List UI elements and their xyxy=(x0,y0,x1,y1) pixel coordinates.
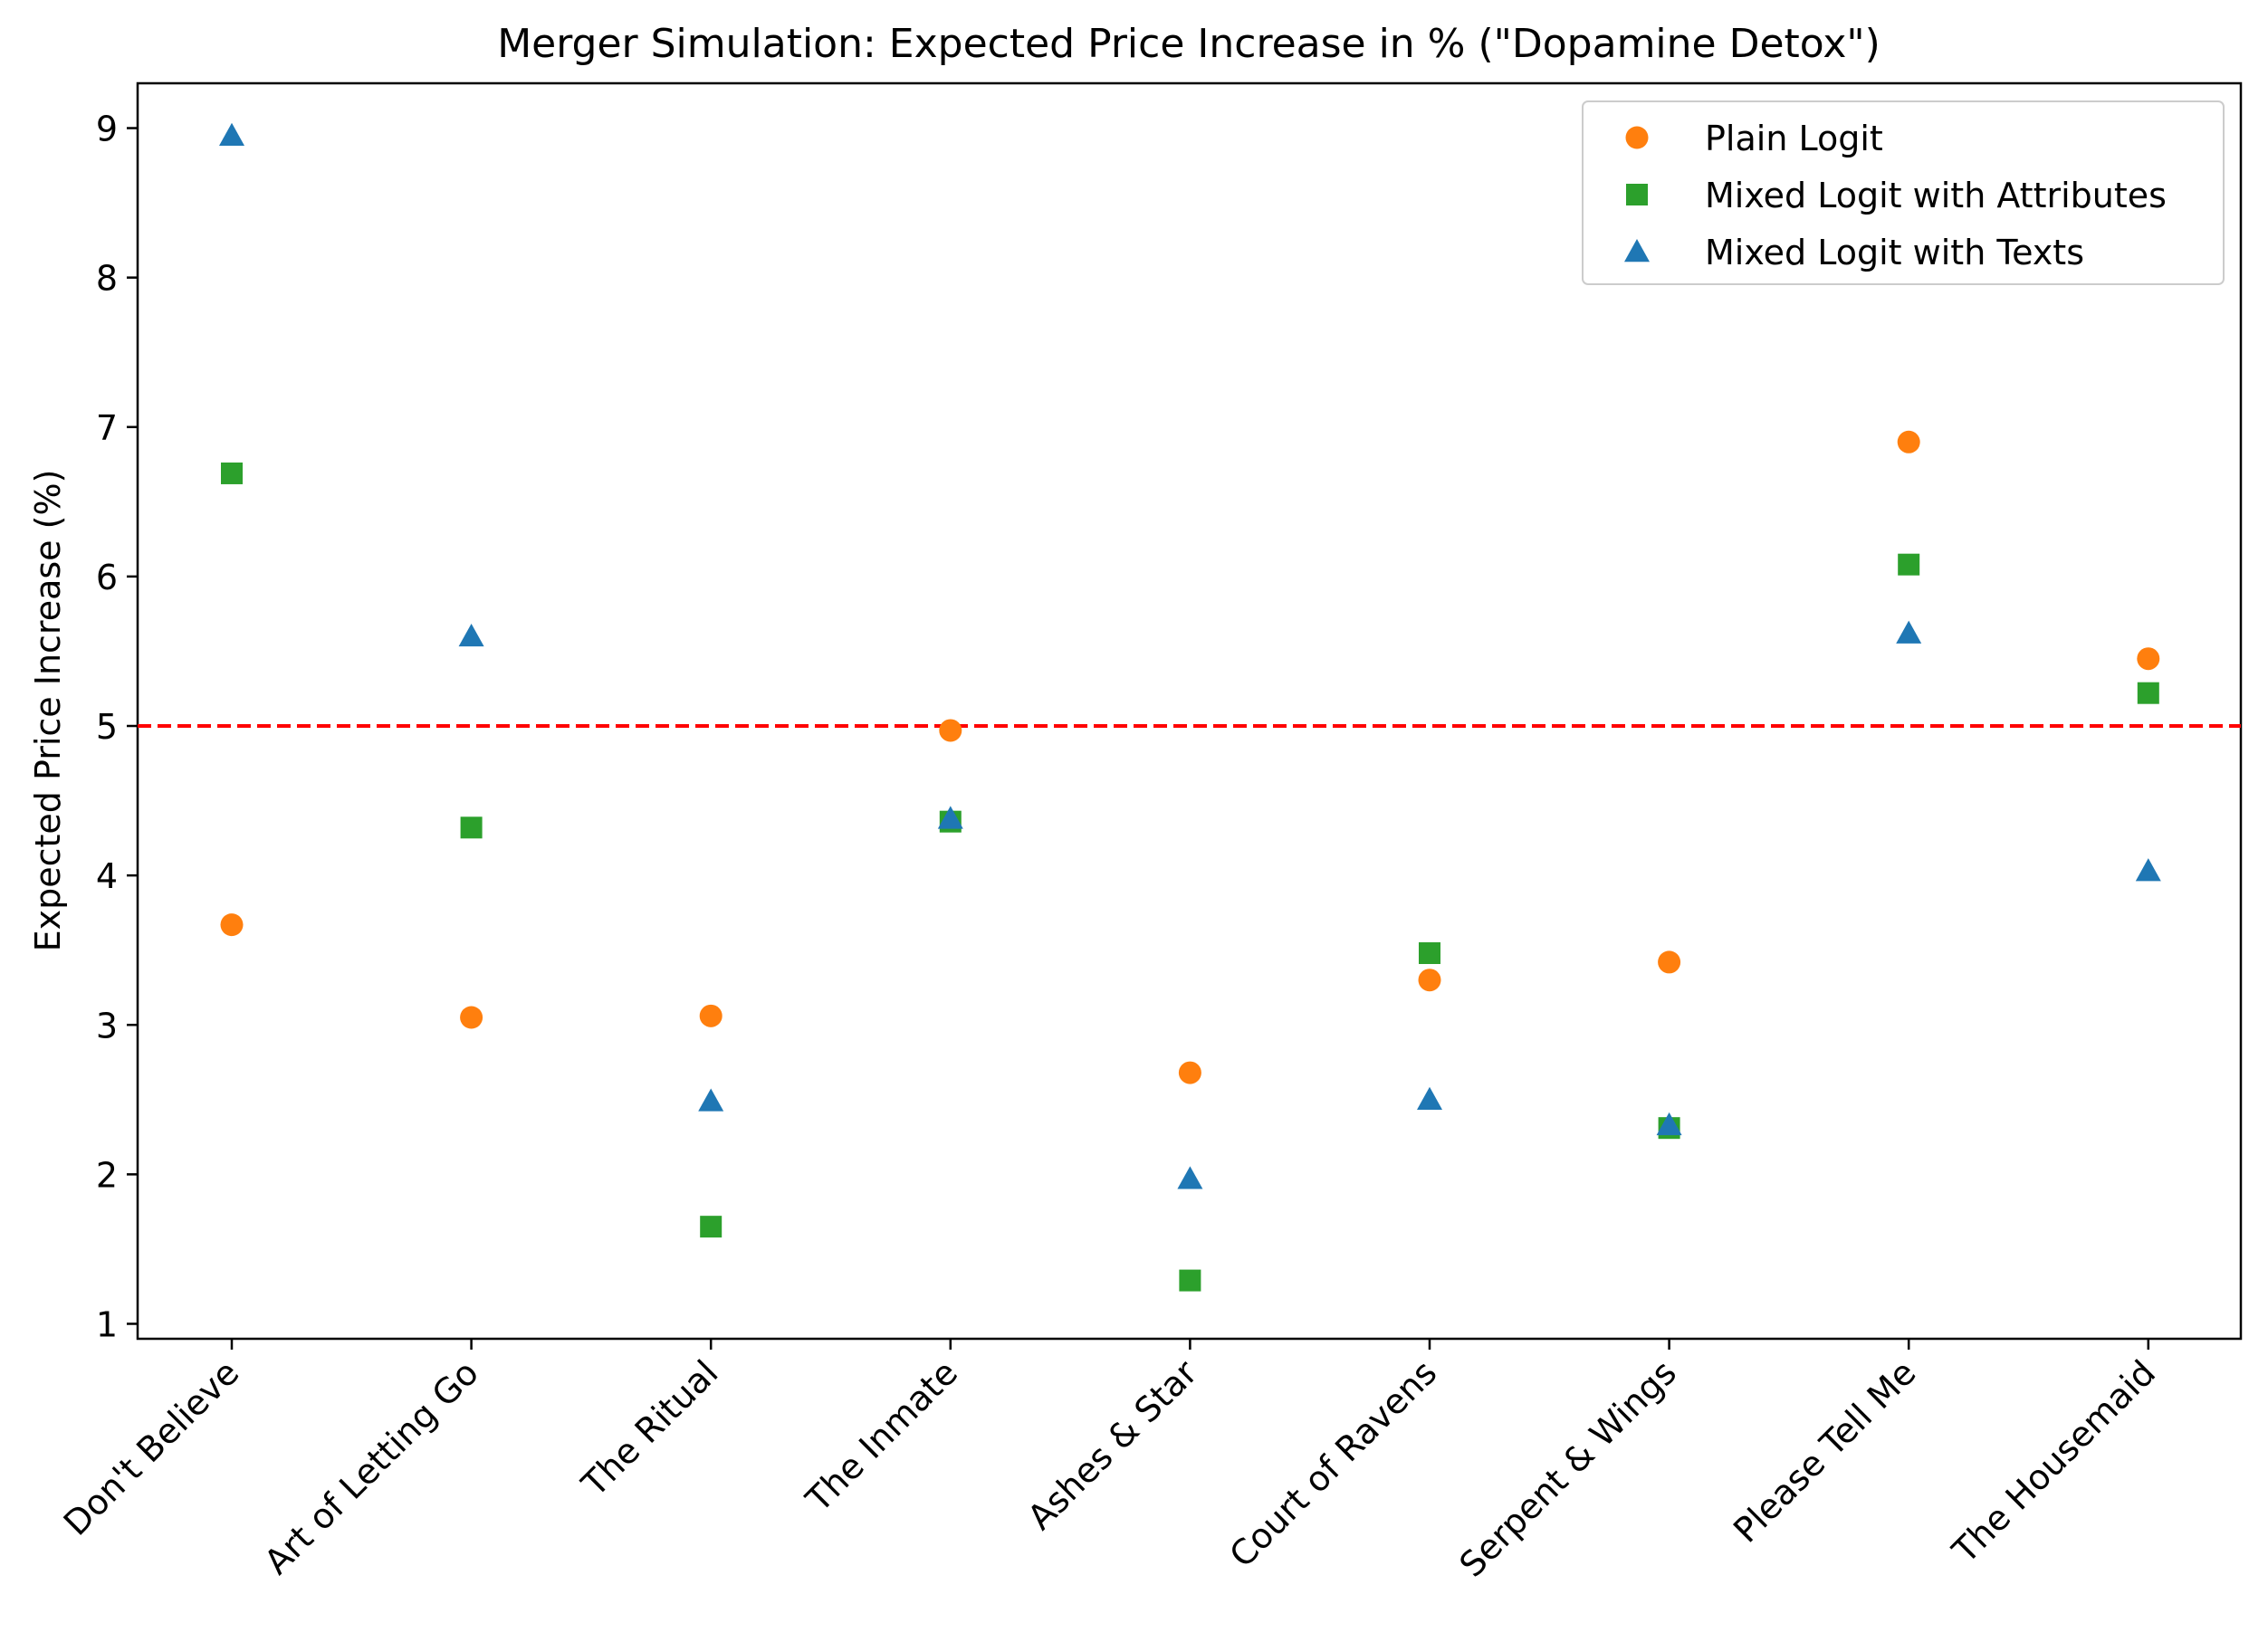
data-point-circle xyxy=(220,913,244,937)
legend-marker-circle xyxy=(1625,126,1649,149)
data-point-circle xyxy=(1897,430,1920,453)
data-point-circle xyxy=(1658,950,1681,974)
data-point-triangle xyxy=(1656,1112,1682,1136)
y-tick-label: 9 xyxy=(96,110,118,149)
legend-label: Plain Logit xyxy=(1705,119,1883,158)
x-tick-label: The Ritual xyxy=(574,1352,726,1504)
y-tick-label: 3 xyxy=(96,1006,118,1045)
data-point-square xyxy=(1419,941,1440,964)
y-tick-label: 5 xyxy=(96,707,118,747)
legend-label: Mixed Logit with Attributes xyxy=(1705,176,2167,215)
x-tick-label: Ashes & Star xyxy=(1020,1352,1205,1537)
legend-marker-square xyxy=(1626,184,1648,205)
y-tick-label: 7 xyxy=(96,408,118,448)
y-tick-label: 8 xyxy=(96,259,118,299)
data-point-circle xyxy=(1178,1061,1201,1084)
y-axis: 1 2 3 4 5 6 7 8 9 xyxy=(96,110,138,1344)
data-point-triangle xyxy=(1896,620,1922,644)
data-point-circle xyxy=(939,719,962,742)
data-point-circle xyxy=(460,1006,483,1029)
data-point-triangle xyxy=(219,122,244,146)
data-markers xyxy=(219,122,2161,1292)
data-point-triangle xyxy=(698,1088,724,1112)
y-tick-label: 2 xyxy=(96,1155,118,1195)
data-point-square xyxy=(2137,682,2159,704)
x-tick-label: The Housemaid xyxy=(1944,1352,2163,1571)
x-tick-label: Serpent & Wings xyxy=(1451,1352,1683,1584)
y-axis-label: Expected Price Increase (%) xyxy=(28,470,68,952)
legend-marker-triangle xyxy=(1624,239,1650,263)
x-tick-label: Please Tell Me xyxy=(1726,1352,1923,1550)
legend-label: Mixed Logit with Texts xyxy=(1705,233,2084,272)
data-point-square xyxy=(700,1216,723,1238)
data-point-circle xyxy=(1418,969,1441,992)
chart-title: Merger Simulation: Expected Price Increa… xyxy=(497,21,1880,67)
x-tick-label: The Inmate xyxy=(798,1352,965,1520)
x-tick-label: Don't Believe xyxy=(56,1352,247,1543)
legend: Plain Logit Mixed Logit with Attributes Mi… xyxy=(1582,100,2225,285)
data-point-square xyxy=(460,816,483,839)
data-point-square xyxy=(221,462,243,484)
data-point-square xyxy=(1898,553,1920,576)
y-tick-label: 4 xyxy=(96,856,118,896)
data-point-triangle xyxy=(1417,1086,1442,1111)
y-tick-label: 6 xyxy=(96,558,118,597)
data-point-triangle xyxy=(1177,1166,1203,1189)
data-point-triangle xyxy=(2135,858,2161,882)
x-tick-label: Art of Letting Go xyxy=(256,1352,486,1582)
data-point-triangle xyxy=(458,623,484,647)
data-point-circle xyxy=(2137,647,2160,671)
data-point-circle xyxy=(699,1004,723,1027)
y-tick-label: 1 xyxy=(96,1304,118,1344)
x-tick-label: Court of Ravens xyxy=(1221,1352,1444,1575)
x-axis: Don't Believe Art of Letting Go The Ritual… xyxy=(56,1339,2163,1585)
data-point-triangle xyxy=(937,806,963,829)
data-point-square xyxy=(1179,1269,1201,1292)
legend-box xyxy=(1582,100,2225,285)
